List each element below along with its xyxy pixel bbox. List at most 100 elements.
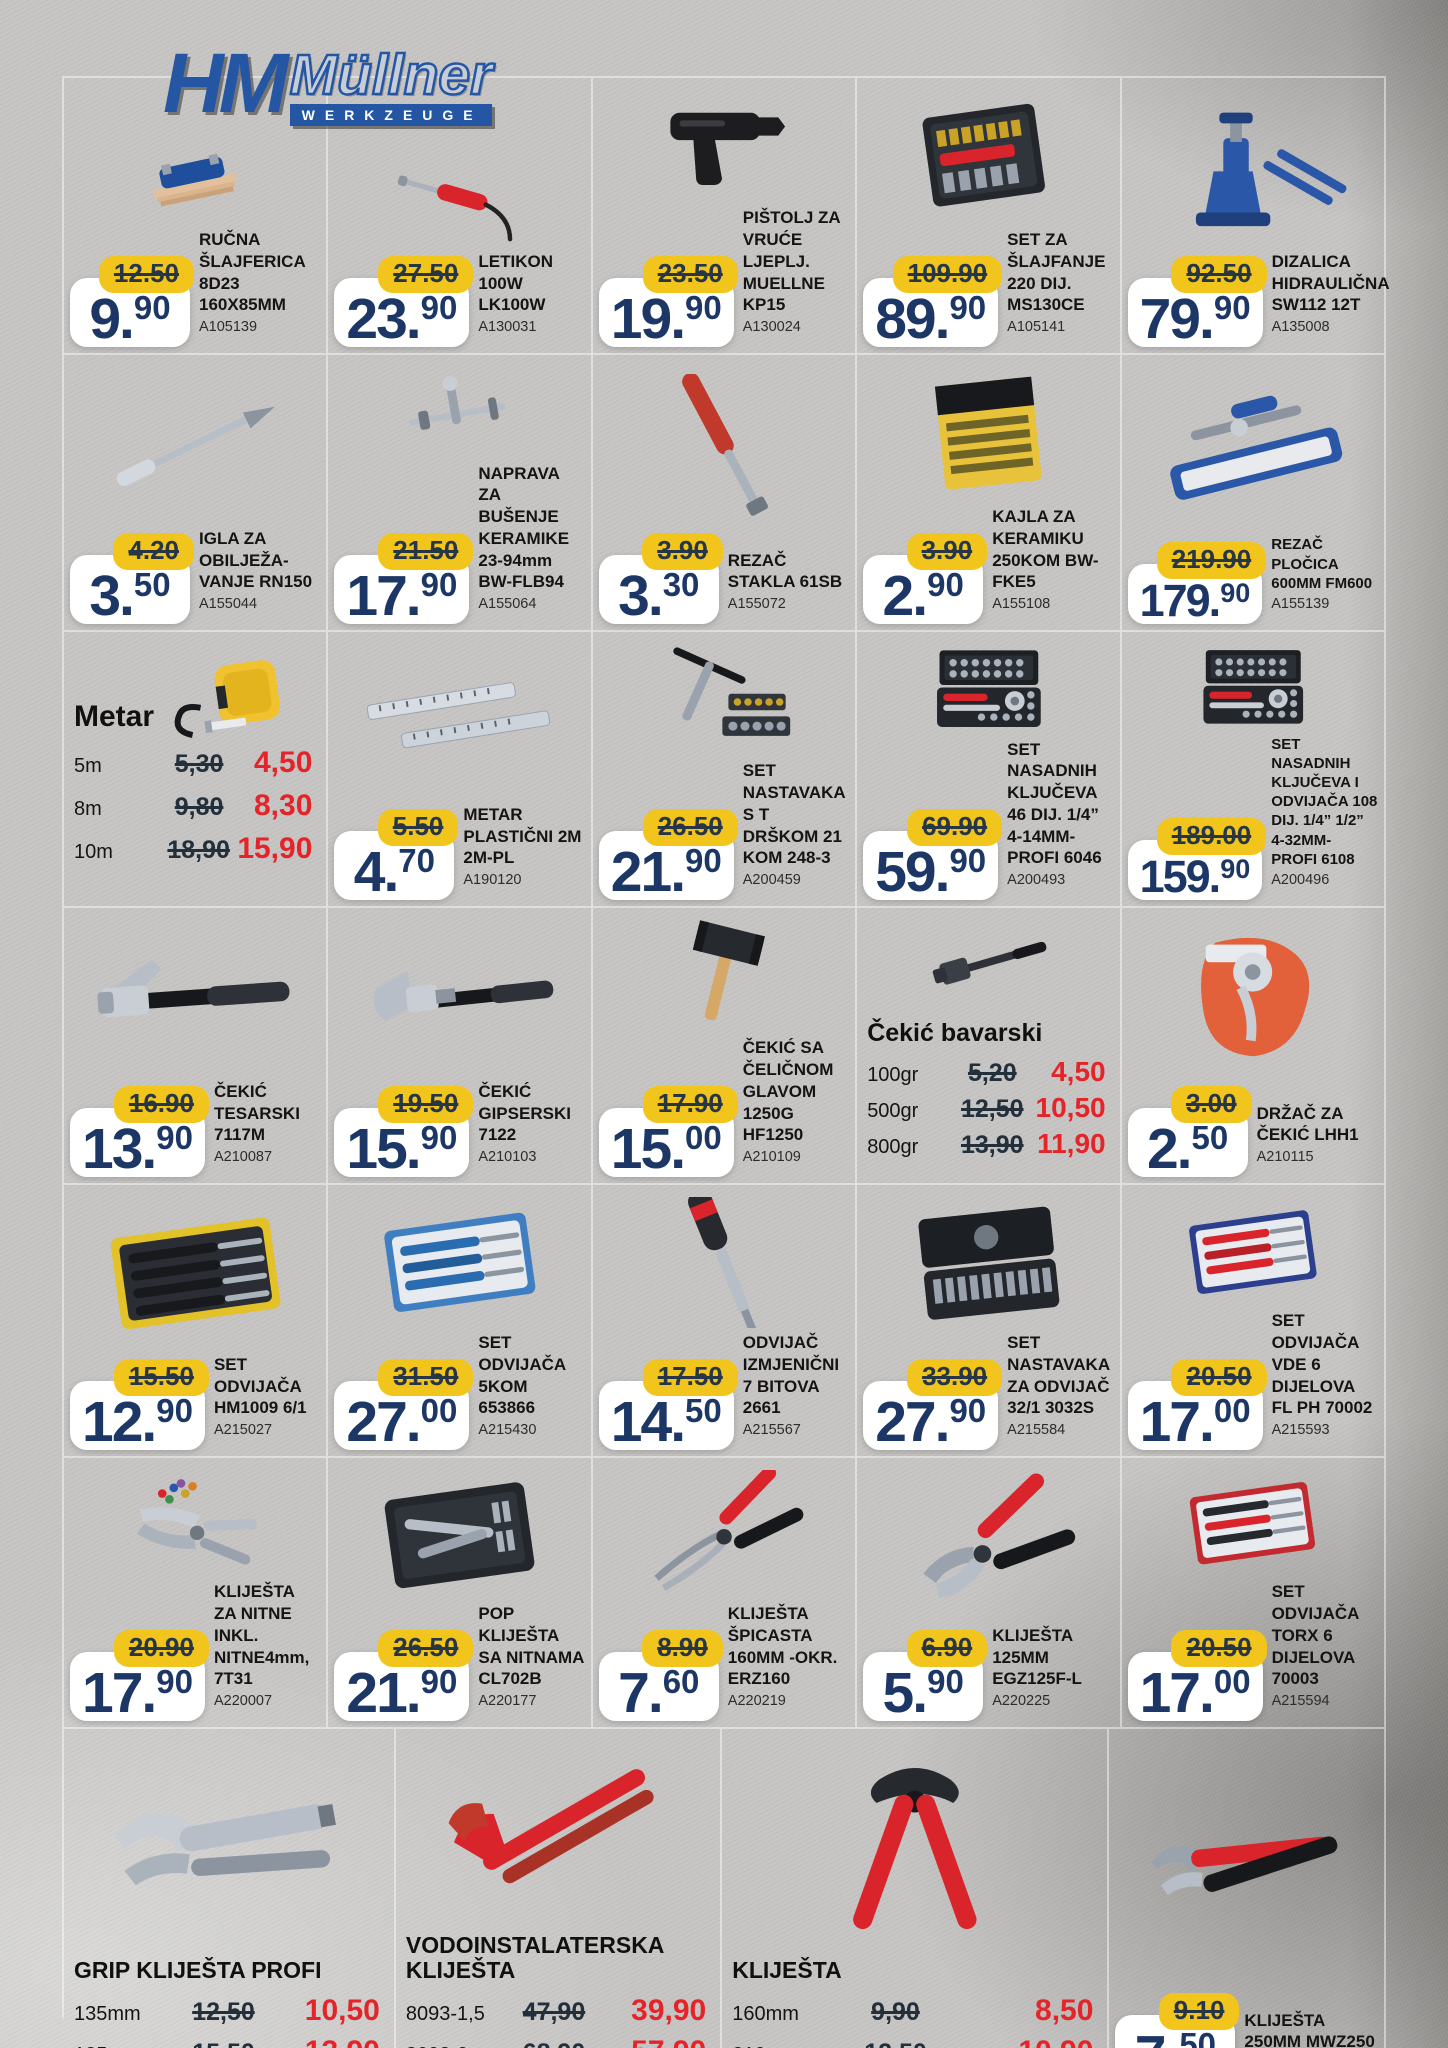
price-integer: 21. xyxy=(610,839,686,904)
price-decimal: 00 xyxy=(420,1391,458,1429)
product-name: SET ODVIJAČA VDE 6 DIJELOVA FL PH 70002 xyxy=(1271,1311,1373,1418)
hammer-holder-image xyxy=(1128,916,1378,1086)
product-name: SET ZA ŠLAJFANJE 220 DIJ. MS130CE xyxy=(1007,230,1106,315)
product-name: REZAČ STAKLA 61SB xyxy=(727,550,843,592)
product-code: A155108 xyxy=(992,596,1051,612)
product-cell: 33.90 27.90 SET NASTAVAKA ZA ODVIJAČ 32/1 … xyxy=(857,1185,1122,1458)
product-cell: 3.00 2.50 DRŽAČ ZA ČEKIĆ LHH1 A210115 xyxy=(1121,908,1386,1185)
product-name: KAJLA ZA KERAMIKU 250KOM BW-FKE5 xyxy=(992,507,1099,592)
price-badges: 15.50 12.90 xyxy=(70,1358,209,1450)
old-price: 15,50 xyxy=(170,2039,277,2048)
product-code: A215430 xyxy=(478,1422,537,1438)
product-cell: 17.50 14.50 ODVIJAČ IZMJENIČNI 7 BITOVA 26… xyxy=(592,1185,858,1458)
current-price: 17.90 xyxy=(82,1664,193,1721)
product-code: A220007 xyxy=(213,1693,273,1709)
sanding-block-image xyxy=(70,86,320,229)
product-name: SET ODVIJAČA 5KOM 653866 xyxy=(478,1333,566,1418)
variant-label: 800gr xyxy=(867,1135,919,1158)
price-decimal: 90 xyxy=(420,288,458,326)
price-decimal: 90 xyxy=(685,841,722,879)
old-price: 12,50 xyxy=(961,1094,1024,1123)
hammer-bavarian-image xyxy=(863,916,1113,1018)
product-cell: 20.50 17.00 SET ODVIJAČA TORX 6 DIJELOVA 7… xyxy=(1121,1458,1386,1729)
price-decimal: 30 xyxy=(662,565,700,603)
brand-logo: HM Müllner WERKZEUGE xyxy=(163,36,494,130)
price-badges: 23.50 19.90 xyxy=(598,255,738,347)
old-price-badge: 3.90 xyxy=(906,532,988,570)
sd-box-blue-image xyxy=(334,1193,584,1332)
pipe-wrench-image xyxy=(402,1737,714,1931)
product-code: A200459 xyxy=(742,872,801,888)
price-decimal: 90 xyxy=(685,288,722,326)
old-price-badge: 15.50 xyxy=(113,1358,209,1396)
variant-label: 500gr xyxy=(867,1099,919,1122)
product-name: METAR PLASTIČNI 2M 2M-PL xyxy=(463,804,582,868)
product-name: ČEKIĆ GIPSERSKI 7122 xyxy=(478,1081,571,1145)
old-price-badge: 17.90 xyxy=(642,1085,738,1123)
product-code: A155064 xyxy=(478,596,537,612)
price-decimal: 90 xyxy=(420,1118,458,1156)
screwdriver-image xyxy=(599,1193,849,1332)
cell-title: Čekić bavarski xyxy=(867,1019,1043,1047)
current-price: 179.90 xyxy=(1140,578,1251,623)
new-price: 15,90 xyxy=(237,832,313,865)
price-badge: 159.90 xyxy=(1127,839,1263,900)
current-price: 19.90 xyxy=(611,290,722,347)
variant-label: 135mm xyxy=(74,2003,141,2026)
price-integer: 23. xyxy=(346,286,421,351)
old-price-badge: 17.50 xyxy=(642,1358,738,1396)
multi-price-cell: Metar 5m 5,30 4,50 8m 9,80 8,30 10m 18,90 15,90 xyxy=(64,632,329,908)
product-code: A155072 xyxy=(727,596,786,612)
sd-box-yellow-image xyxy=(70,1193,320,1354)
current-price: 13.90 xyxy=(82,1120,193,1177)
current-price: 7.50 xyxy=(1127,2027,1223,2048)
price-decimal: 60 xyxy=(662,1662,700,1700)
product-name: SET NASADNIH KLJUČEVA I ODVIJAČA 108 DIJ… xyxy=(1271,735,1378,868)
old-price-badge: 3.90 xyxy=(642,532,723,570)
price-badges: 3.90 3.30 xyxy=(598,532,723,624)
new-price: 10,50 xyxy=(1035,1091,1106,1123)
product-cell: 27.50 23.90 LETIKON 100W LK100W A130031 xyxy=(328,78,593,355)
socket-case-image xyxy=(1128,640,1378,735)
logo-hm-text: HM xyxy=(163,36,289,130)
price-integer: 7. xyxy=(1135,2024,1181,2048)
old-price-badge: 109.90 xyxy=(892,255,1003,293)
sd-box-vde-image xyxy=(1128,1193,1378,1310)
current-price: 14.50 xyxy=(611,1393,722,1450)
product-name: KLIJEŠTA 250MM MWZ250 xyxy=(1244,2010,1375,2048)
price-integer: 2. xyxy=(1146,1116,1193,1181)
old-price-badge: 189.00 xyxy=(1156,817,1267,855)
price-decimal: 00 xyxy=(1213,1662,1251,1700)
product-code: A130024 xyxy=(742,319,801,335)
product-name: KLIJEŠTA ŠPICASTA 160MM -OKR. ERZ160 xyxy=(727,1604,838,1689)
product-name: ODVIJAČ IZMJENIČNI 7 BITOVA 2661 xyxy=(742,1333,840,1418)
product-name: ČEKIĆ TESARSKI 7117M xyxy=(213,1081,300,1145)
product-name: DRŽAČ ZA ČEKIĆ LHH1 xyxy=(1256,1103,1359,1145)
price-row: 8093-1,5 47,90 39,90 xyxy=(406,1994,710,2028)
price-rows: 8093-1,5 47,90 39,90 8093-268,9057,90 xyxy=(406,1987,710,2048)
current-price: 21.90 xyxy=(346,1664,457,1721)
product-name: REZAČ PLOČICA 600MM FM600 xyxy=(1271,536,1373,592)
price-badges: 219.90 179.90 xyxy=(1127,541,1267,624)
price-badges: 19.50 15.90 xyxy=(334,1085,474,1177)
scriber-image xyxy=(70,363,320,528)
current-price: 2.90 xyxy=(875,567,971,624)
old-price-badge: 31.50 xyxy=(378,1358,474,1396)
price-row: 800gr 13,90 11,90 xyxy=(867,1128,1109,1160)
new-price: 39,90 xyxy=(631,1994,707,2028)
old-price: 9,80 xyxy=(174,793,224,821)
price-integer: 4. xyxy=(353,839,400,904)
product-code: A200493 xyxy=(1007,872,1066,888)
current-price: 27.00 xyxy=(346,1393,457,1450)
price-integer: 5. xyxy=(882,1660,929,1725)
price-decimal: 50 xyxy=(1179,2025,1217,2048)
product-cell: 12.50 9.90 RUČNA ŠLAJFERICA 8D23 160X85MM A… xyxy=(64,78,329,355)
price-decimal: 50 xyxy=(1191,1118,1229,1156)
current-price: 15.90 xyxy=(346,1120,457,1177)
product-code: A135008 xyxy=(1271,319,1330,335)
product-cell: 20.50 17.00 SET ODVIJAČA VDE 6 DIJELOVA FL… xyxy=(1121,1185,1386,1458)
old-price-badge: 69.90 xyxy=(907,808,1003,846)
variant-label: 10m xyxy=(74,841,113,863)
